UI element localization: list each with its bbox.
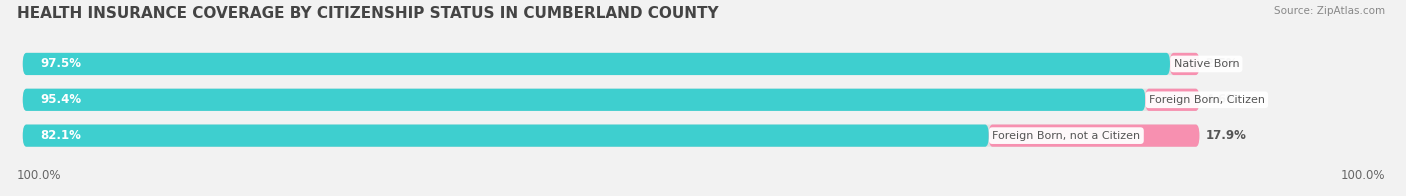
FancyBboxPatch shape [22, 89, 1146, 111]
Text: 100.0%: 100.0% [17, 169, 62, 182]
FancyBboxPatch shape [1170, 53, 1199, 75]
FancyBboxPatch shape [22, 53, 1170, 75]
FancyBboxPatch shape [988, 124, 1199, 147]
FancyBboxPatch shape [1146, 89, 1199, 111]
Text: Foreign Born, Citizen: Foreign Born, Citizen [1149, 95, 1265, 105]
FancyBboxPatch shape [22, 124, 988, 147]
Text: Source: ZipAtlas.com: Source: ZipAtlas.com [1274, 6, 1385, 16]
Text: 2.5%: 2.5% [1205, 57, 1239, 70]
Text: 100.0%: 100.0% [1340, 169, 1385, 182]
Text: 97.5%: 97.5% [41, 57, 82, 70]
FancyBboxPatch shape [22, 53, 1199, 75]
Text: Native Born: Native Born [1174, 59, 1239, 69]
Text: 17.9%: 17.9% [1205, 129, 1246, 142]
Text: 82.1%: 82.1% [41, 129, 82, 142]
Text: HEALTH INSURANCE COVERAGE BY CITIZENSHIP STATUS IN CUMBERLAND COUNTY: HEALTH INSURANCE COVERAGE BY CITIZENSHIP… [17, 6, 718, 21]
FancyBboxPatch shape [22, 124, 1199, 147]
Text: 4.6%: 4.6% [1205, 93, 1239, 106]
FancyBboxPatch shape [22, 89, 1199, 111]
Text: 95.4%: 95.4% [41, 93, 82, 106]
Text: Foreign Born, not a Citizen: Foreign Born, not a Citizen [993, 131, 1140, 141]
